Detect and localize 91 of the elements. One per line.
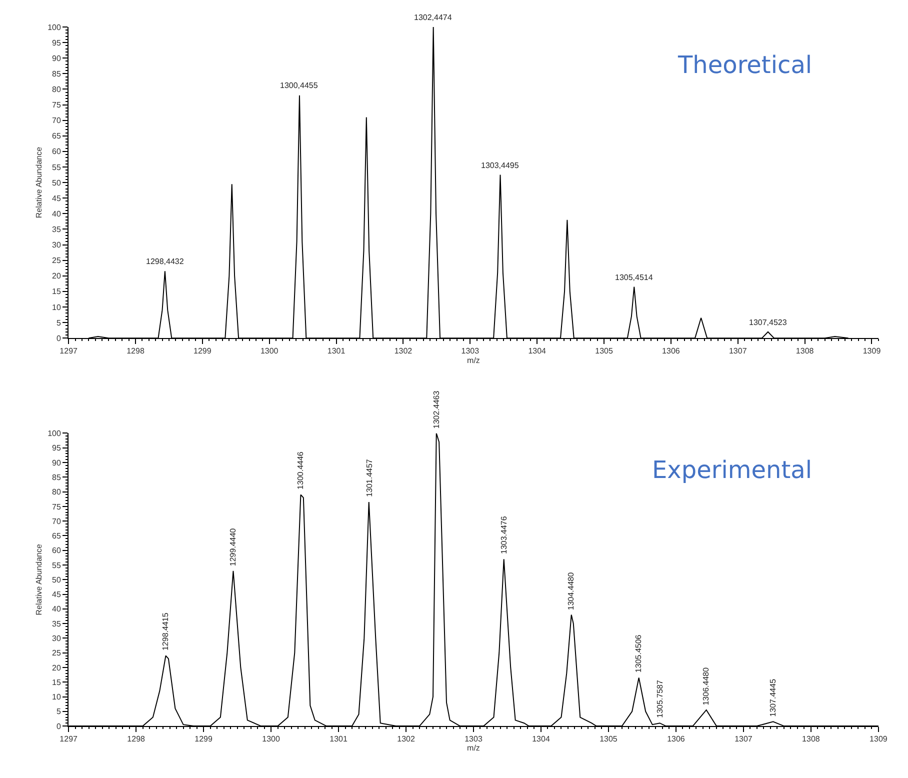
y-tick-label: 95 — [52, 38, 62, 48]
x-tick-label: 1300 — [262, 734, 280, 744]
annotation: 1305,4514 — [615, 273, 654, 282]
y-tick-label: 35 — [52, 224, 62, 234]
y-tick-label: 95 — [52, 444, 62, 453]
y-tick-label: 50 — [52, 575, 62, 584]
y-axis-title: Relative Abundance — [34, 146, 44, 218]
y-tick-label: 90 — [52, 54, 62, 63]
x-axis-title: m/z — [467, 744, 480, 753]
annotation: 1298,4432 — [146, 257, 184, 266]
x-tick-label: 1298 — [126, 346, 145, 356]
y-tick-label: 30 — [52, 240, 62, 250]
x-tick-label: 1309 — [862, 346, 882, 356]
y-tick-label: 55 — [52, 162, 62, 172]
annotation: 1307,4523 — [749, 318, 788, 327]
y-tick-label: 50 — [52, 178, 62, 188]
x-tick-label: 1308 — [796, 346, 814, 356]
annotation: 1302,4474 — [414, 13, 452, 22]
annotation: 1307.4445 — [768, 678, 778, 717]
y-tick-label: 15 — [52, 678, 62, 687]
annotation: 1300.4446 — [296, 451, 305, 490]
x-tick-label: 1298 — [127, 734, 146, 744]
x-tick-label: 1306 — [662, 346, 680, 356]
x-tick-label: 1305 — [600, 734, 618, 744]
x-tick-label: 1302 — [397, 734, 416, 744]
y-tick-label: 25 — [52, 256, 62, 266]
y-tick-label: 0 — [56, 722, 62, 731]
x-tick-label: 1308 — [802, 734, 820, 744]
x-tick-label: 1301 — [327, 346, 346, 356]
x-tick-label: 1300 — [260, 346, 279, 356]
y-tick-label: 45 — [52, 590, 62, 600]
y-tick-label: 30 — [52, 634, 62, 643]
y-tick-label: 70 — [52, 116, 62, 126]
y-tick-label: 10 — [52, 302, 62, 312]
annotation: 1304.4480 — [566, 572, 576, 610]
text: Experimental — [652, 456, 812, 484]
y-tick-label: 15 — [52, 287, 62, 296]
y-tick-label: 75 — [52, 100, 62, 110]
x-tick-label: 1301 — [330, 734, 348, 744]
x-tick-label: 1297 — [60, 346, 78, 356]
y-tick-label: 85 — [52, 472, 62, 482]
y-tick-label: 40 — [52, 604, 62, 614]
x-tick-label: 1307 — [734, 734, 753, 744]
annotation: 1301.4457 — [364, 458, 374, 497]
y-axis-title: Relative Abundance — [34, 544, 44, 616]
y-tick-label: 55 — [52, 560, 62, 570]
x-tick-label: 1309 — [870, 734, 888, 744]
annotation: 1299.4440 — [228, 528, 238, 566]
x-tick-label: 1303 — [464, 734, 483, 744]
annotation: 1305.7587 — [656, 680, 665, 718]
y-tick-label: 85 — [52, 69, 62, 78]
y-tick-label: 20 — [52, 663, 62, 672]
x-tick-label: 1302 — [394, 346, 413, 356]
y-tick-label: 25 — [52, 648, 62, 658]
y-tick-label: 80 — [52, 488, 62, 497]
y-tick-label: 10 — [52, 692, 62, 702]
annotation: 1303.4476 — [500, 516, 509, 554]
y-tick-label: 35 — [52, 619, 62, 628]
y-tick-label: 80 — [52, 85, 62, 94]
y-tick-label: 5 — [56, 707, 62, 716]
annotation: 1302.4463 — [432, 390, 442, 429]
y-tick-label: 60 — [52, 546, 62, 556]
annotation: 1305.4506 — [634, 634, 644, 673]
y-tick-label: 60 — [52, 147, 62, 156]
annotation: 1298.4415 — [160, 612, 170, 651]
text: Theoretical — [677, 51, 812, 79]
y-tick-label: 100 — [48, 22, 62, 32]
y-tick-label: 45 — [52, 194, 62, 203]
y-tick-label: 65 — [52, 532, 62, 541]
y-tick-label: 65 — [52, 132, 62, 141]
x-axis-title: m/z — [467, 356, 480, 365]
x-tick-label: 1305 — [595, 346, 614, 356]
x-tick-label: 1307 — [728, 346, 748, 356]
x-tick-label: 1306 — [667, 734, 686, 744]
annotation: 1300,4455 — [280, 81, 318, 90]
y-tick-label: 75 — [52, 502, 62, 512]
x-tick-label: 1297 — [60, 734, 78, 744]
y-tick-label: 70 — [52, 516, 62, 526]
y-tick-label: 0 — [56, 334, 62, 343]
y-tick-label: 5 — [56, 318, 62, 328]
y-tick-label: 20 — [52, 272, 62, 281]
annotation: 1303,4495 — [481, 161, 520, 170]
x-tick-label: 1299 — [194, 346, 212, 356]
x-tick-label: 1304 — [532, 734, 550, 744]
y-tick-label: 40 — [52, 209, 62, 218]
y-tick-label: 100 — [48, 429, 62, 438]
x-tick-label: 1304 — [528, 346, 547, 356]
annotation: 1306.4480 — [701, 666, 710, 706]
x-tick-label: 1299 — [194, 734, 213, 744]
y-tick-label: 90 — [52, 458, 62, 468]
x-tick-label: 1303 — [461, 346, 480, 356]
